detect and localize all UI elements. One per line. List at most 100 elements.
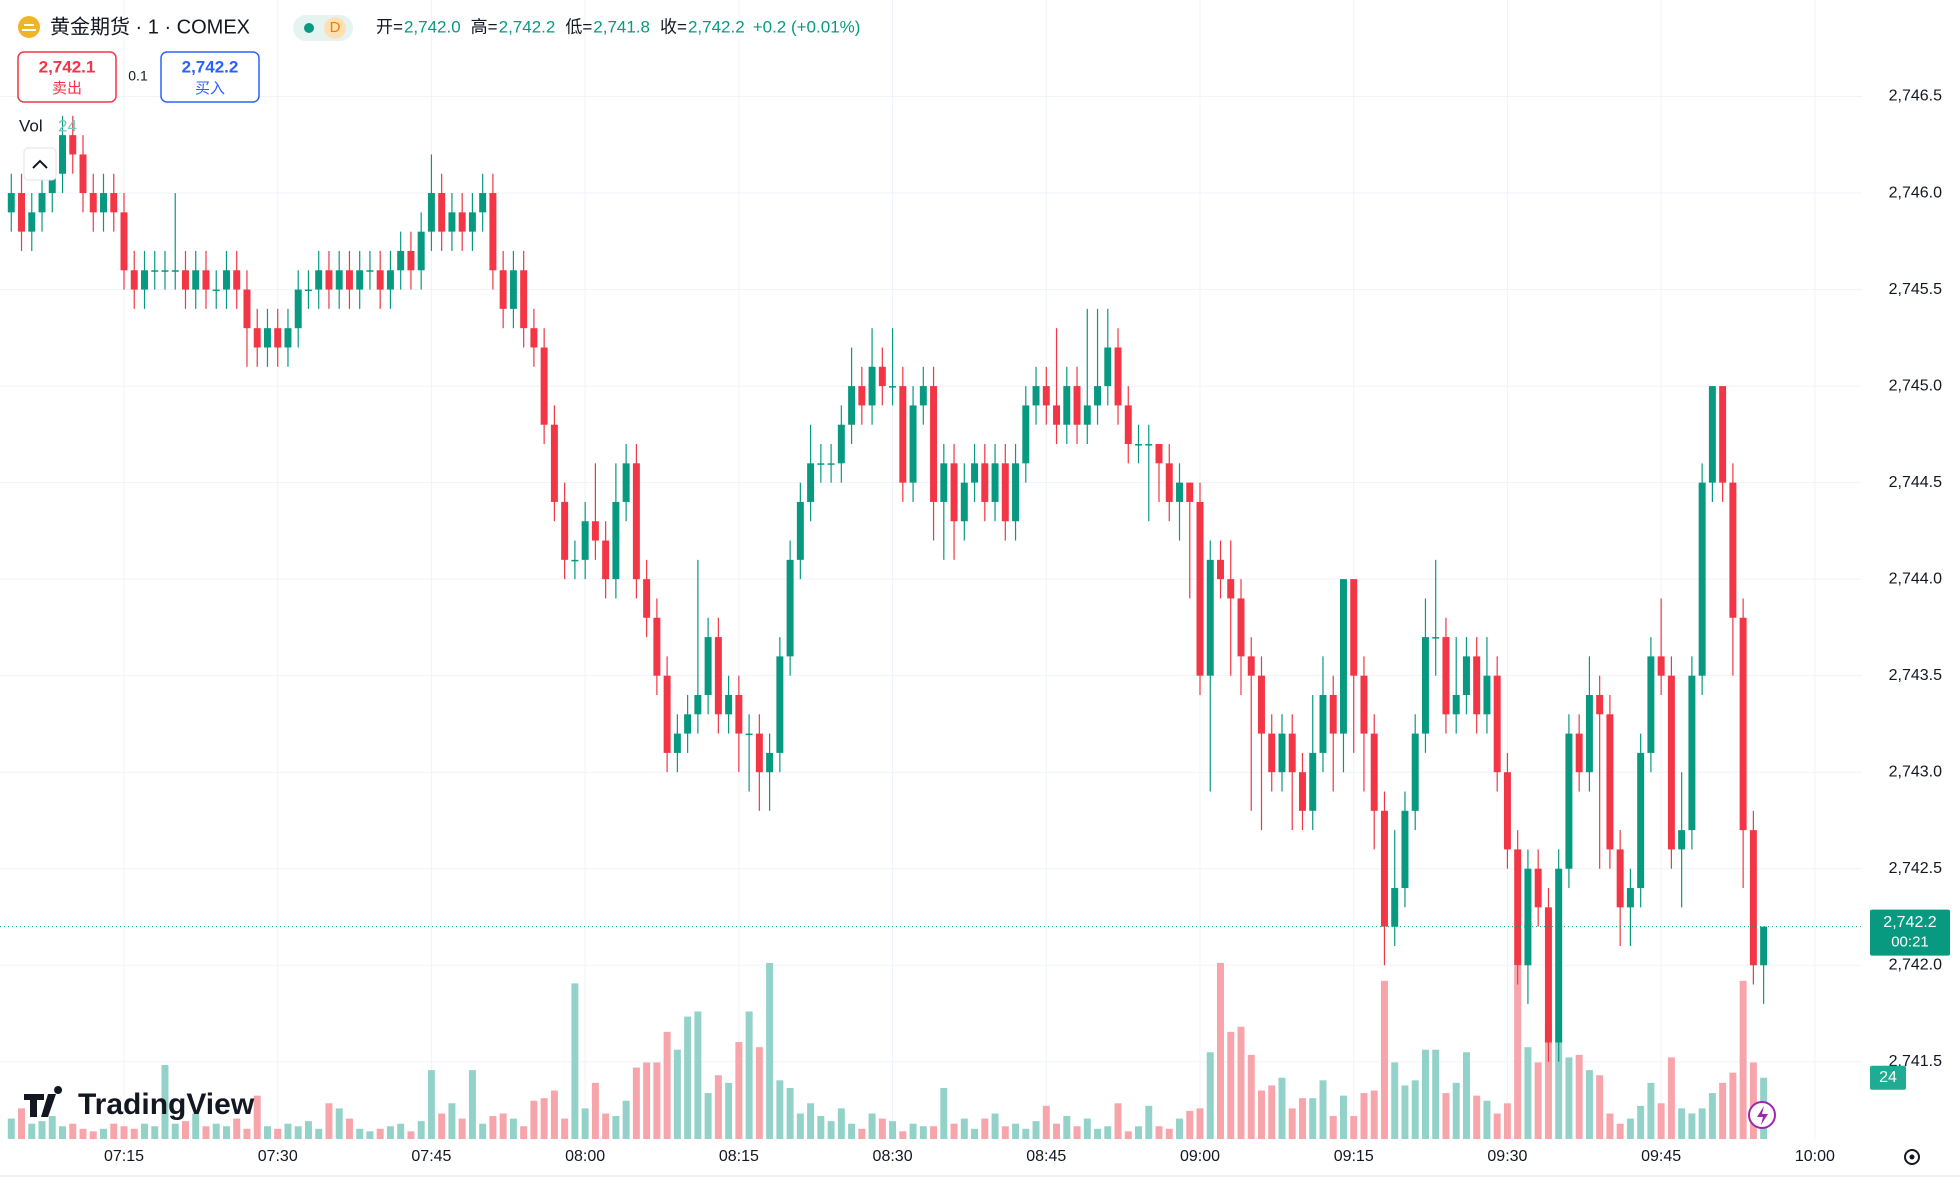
volume-bar <box>263 1126 271 1139</box>
candle-body <box>1503 772 1511 850</box>
volume-bar <box>786 1087 794 1139</box>
volume-bar <box>755 1047 763 1139</box>
candle-body <box>1104 347 1112 387</box>
axes: 2,741.5 2,742.0 2,742.5 2,743.0 2,743.5 2,744… <box>0 88 1950 1165</box>
candle-body <box>1493 675 1501 773</box>
volume-bar <box>222 1126 230 1139</box>
candle-body <box>704 637 712 695</box>
volume-bar <box>315 1128 323 1139</box>
candle-body <box>222 270 230 290</box>
candle-body <box>1739 617 1747 831</box>
candle-body <box>1667 675 1675 850</box>
candle-body <box>1729 482 1737 618</box>
volume-badge-label: 24 <box>1879 1069 1897 1086</box>
volume-bar <box>1503 1103 1511 1139</box>
volume-bar <box>868 1113 876 1139</box>
volume-bar <box>1237 1026 1245 1139</box>
volume-bar <box>335 1108 343 1139</box>
candle-body <box>427 193 435 232</box>
volume-bar <box>1678 1108 1686 1139</box>
candle-body <box>1114 347 1122 406</box>
volume-bar <box>530 1100 538 1139</box>
candle-body <box>284 328 292 348</box>
symbol-logo-mark <box>22 24 36 31</box>
status-dot <box>304 23 314 33</box>
candle-body <box>899 386 907 483</box>
grid <box>0 0 1862 1139</box>
candle-body <box>540 347 548 425</box>
candle-body <box>1514 849 1522 966</box>
volume-bar <box>1339 1095 1347 1139</box>
candle-body <box>1749 830 1757 966</box>
y-tick-label: 2,742.5 <box>1889 860 1942 877</box>
watermark-logo <box>24 1086 63 1117</box>
volume-bar <box>438 1113 446 1139</box>
candle-body <box>335 270 343 290</box>
volume-bar <box>1657 1103 1665 1139</box>
volume-bar <box>663 1031 671 1139</box>
volume-bar <box>181 1121 189 1139</box>
candle-body <box>1206 559 1214 676</box>
candle-body <box>69 135 77 155</box>
candle-body <box>151 270 159 272</box>
candle-body <box>889 386 897 388</box>
volume-bar <box>89 1131 97 1139</box>
volume-bar <box>1606 1113 1614 1139</box>
candle-body <box>1053 405 1061 425</box>
volume-bar <box>837 1108 845 1139</box>
candle-body <box>950 463 958 522</box>
volume-bar <box>1575 1054 1583 1139</box>
volume-bar <box>161 1065 169 1139</box>
settings-button[interactable] <box>1904 1149 1920 1165</box>
candle-body <box>468 212 476 232</box>
buy-price: 2,742.2 <box>182 57 239 76</box>
y-tick-label: 2,743.5 <box>1889 667 1942 684</box>
candle-body <box>1083 405 1091 425</box>
volume-bar <box>59 1126 66 1139</box>
candle-body <box>684 714 692 734</box>
buy-button[interactable] <box>160 51 260 103</box>
volume-bar <box>940 1087 948 1139</box>
candle-body <box>766 752 774 773</box>
volume-bar <box>1155 1126 1163 1139</box>
volume-bar <box>294 1126 302 1139</box>
candle-body <box>1483 675 1491 715</box>
volume-bar <box>817 1116 825 1139</box>
candle-body <box>1288 733 1296 773</box>
candle-body <box>1565 733 1573 869</box>
x-tick-label: 08:00 <box>565 1148 605 1165</box>
volume-bar <box>304 1121 312 1139</box>
candle-body <box>1473 656 1481 715</box>
volume-bar <box>253 1095 261 1139</box>
volume-bar <box>725 1082 733 1139</box>
candle-body <box>1626 888 1634 908</box>
y-tick-label: 2,746.5 <box>1889 88 1942 105</box>
candle-body <box>192 270 200 290</box>
volume-bar <box>1124 1131 1132 1139</box>
last-price-badge <box>1870 909 1950 956</box>
candle-body <box>520 270 528 329</box>
candle-body <box>981 463 989 502</box>
candle-body <box>417 231 425 271</box>
volume-pane <box>7 963 1768 1139</box>
volume-bar <box>704 1093 712 1139</box>
candle-body <box>735 694 743 734</box>
candle-body <box>1442 637 1450 715</box>
candle-body <box>1647 656 1655 753</box>
volume-bar <box>1135 1126 1142 1139</box>
sell-label: 卖出 <box>52 80 82 97</box>
sell-button[interactable] <box>17 51 117 103</box>
candle-body <box>725 694 733 715</box>
candle-body <box>1042 386 1050 406</box>
candle-body <box>1637 752 1645 889</box>
watermark: TradingView <box>24 1086 255 1121</box>
volume-bar <box>1145 1105 1153 1139</box>
volume-bar <box>1186 1110 1194 1139</box>
volume-bar <box>632 1067 640 1139</box>
collapse-button[interactable] <box>23 147 57 181</box>
volume-bar <box>284 1123 292 1139</box>
candle-body <box>345 270 353 290</box>
volume-bar <box>1596 1075 1604 1139</box>
candle-body <box>1329 694 1337 734</box>
